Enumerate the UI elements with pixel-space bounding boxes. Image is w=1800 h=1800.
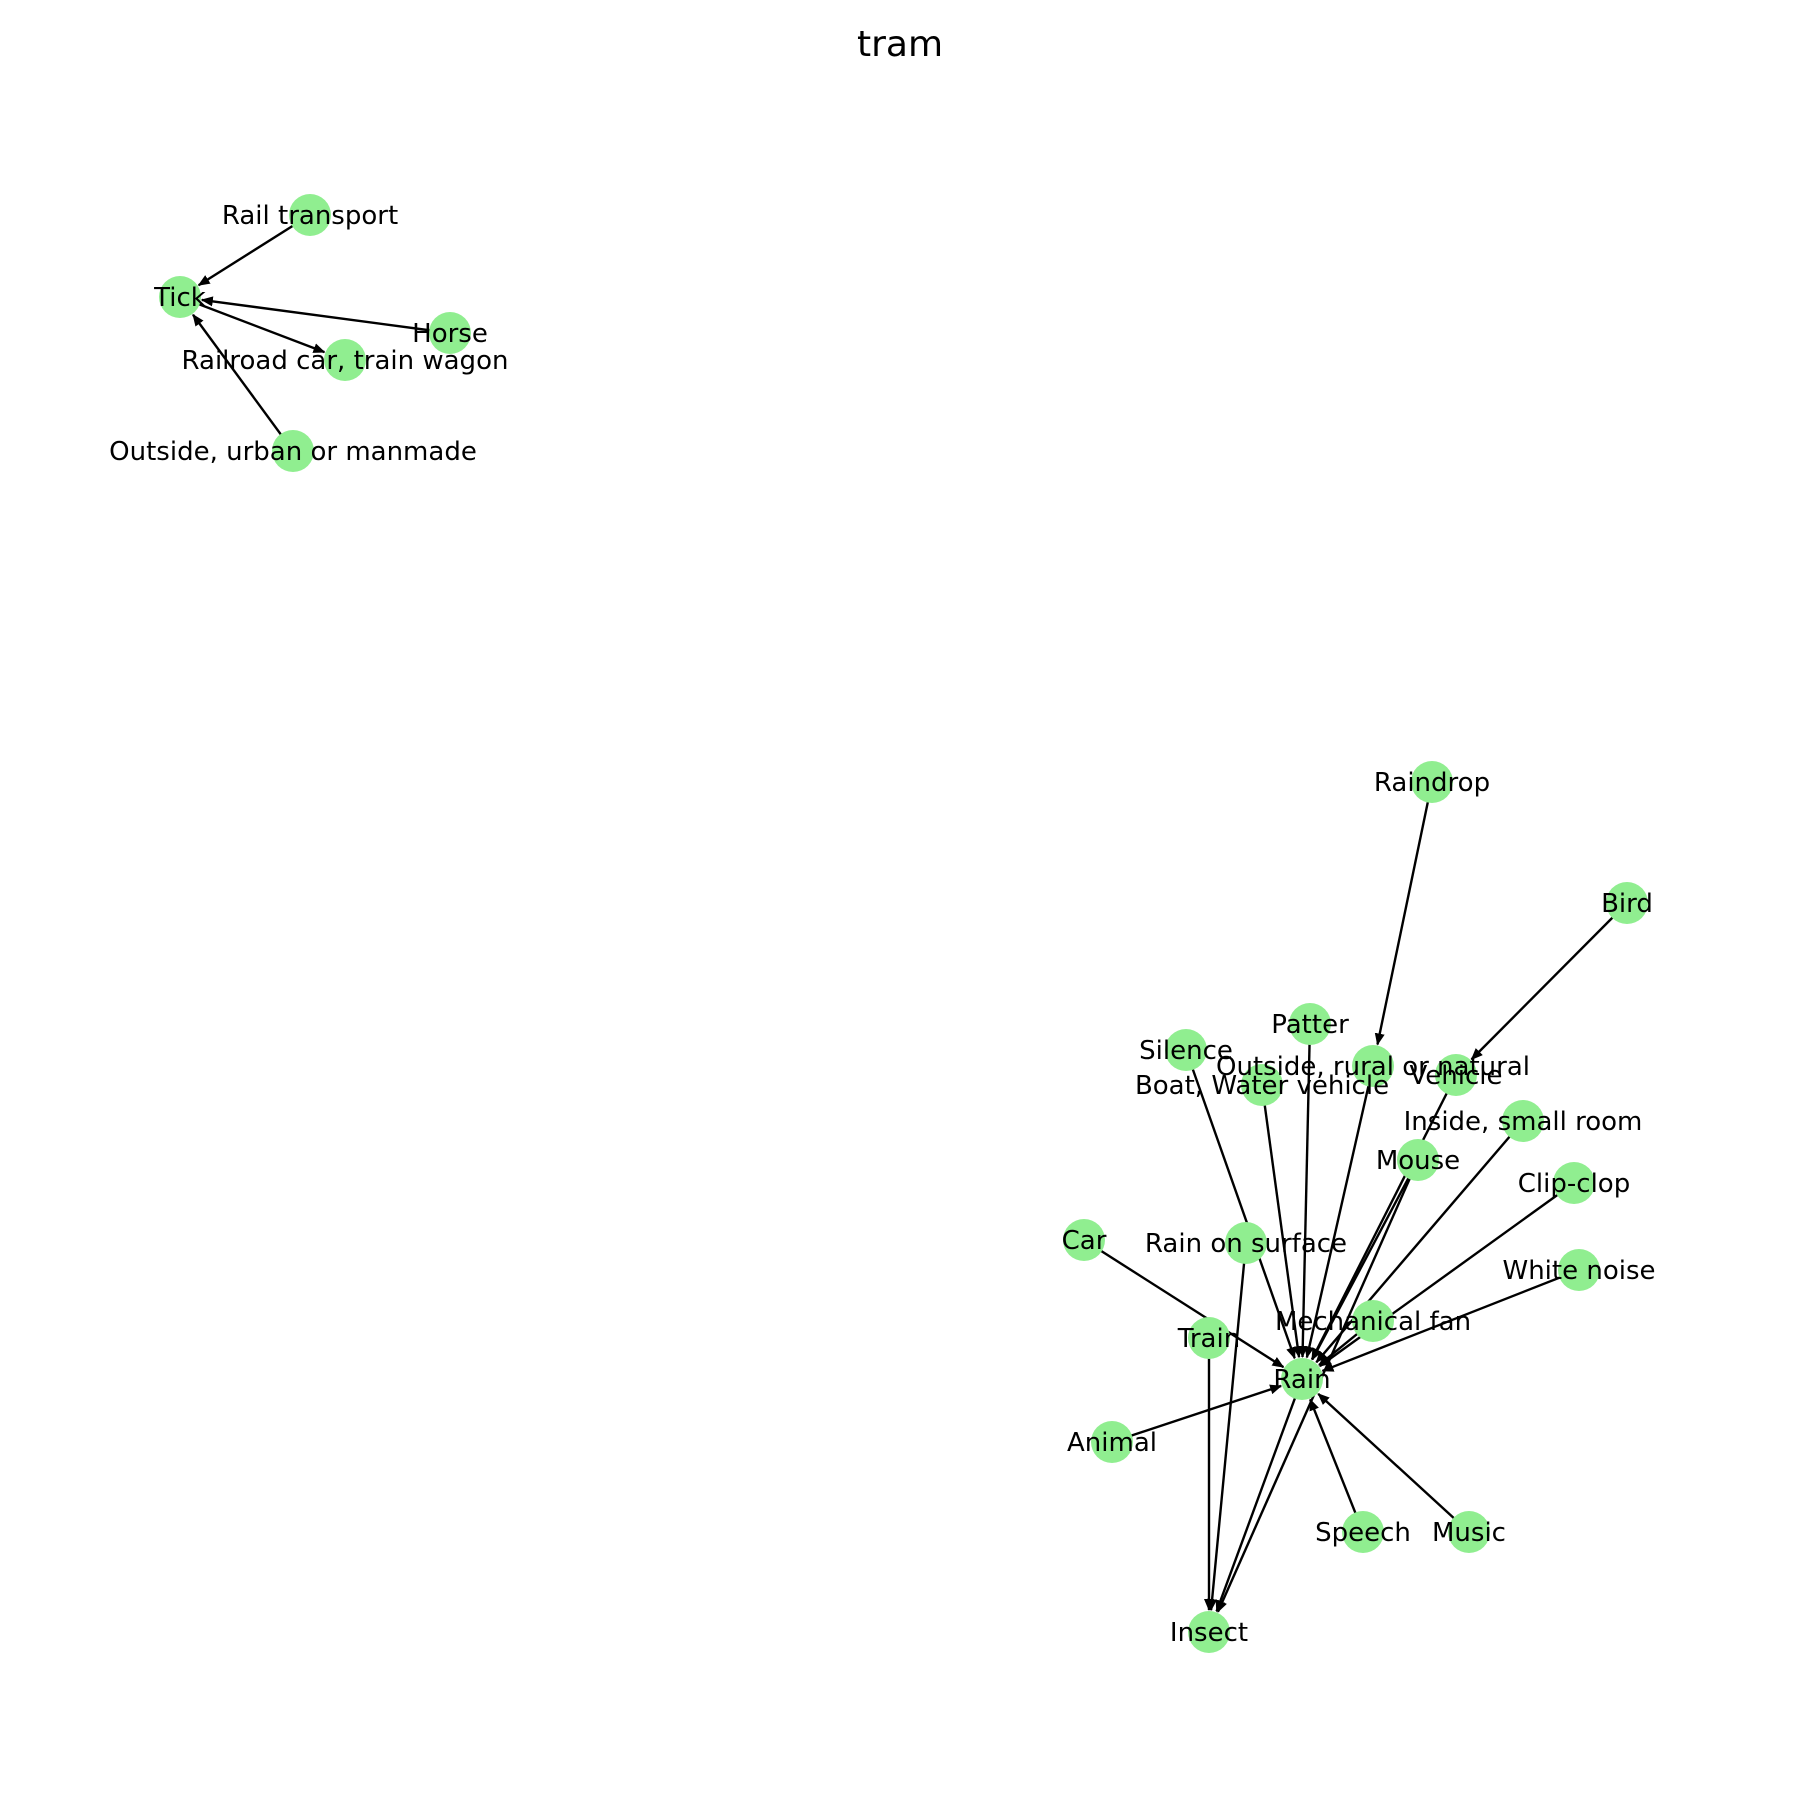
node-boat [1241,1064,1283,1106]
edge-music-to-rain [1317,1392,1470,1533]
node-label-mechanical_fan: Mechanical fan [1275,1307,1471,1337]
node-clip_clop [1553,1162,1595,1204]
edge-horse-to-tick [200,296,451,335]
node-label-rain_on_surface: Rain on surface [1145,1229,1347,1259]
node-mouse [1397,1139,1439,1181]
graph-title: tram [857,24,943,65]
node-tick [159,276,201,318]
edge-raindrop-to-outside_rural [1374,781,1434,1046]
node-label-mouse: Mouse [1376,1146,1460,1176]
edge-vehicle-to-rain [1310,1074,1458,1361]
node-silence [1165,1029,1207,1071]
edge-rail_transport-to-tick [197,213,311,287]
node-rail_transport [289,194,331,236]
node-rain_on_surface [1225,1222,1267,1264]
node-mechanical_fan [1352,1300,1394,1342]
node-outside_urban [272,430,314,472]
node-label-rail_transport: Rail transport [222,201,398,231]
edge-patter-to-rain [1297,1023,1312,1359]
edge-speech-to-rain [1309,1398,1365,1533]
node-railroad_car [324,339,366,381]
node-label-outside_rural: Outside, rural or natural [1216,1052,1530,1082]
node-music [1448,1511,1490,1553]
edge-outside_rural-to-rain [1304,1065,1375,1359]
node-label-clip_clop: Clip-clop [1518,1169,1630,1199]
node-label-horse: Horse [412,319,488,349]
node-label-tick: Tick [153,283,206,313]
edge-tick-to-railroad_car [179,295,326,354]
node-label-patter: Patter [1271,1010,1349,1040]
node-label-rain: Rain [1273,1365,1330,1395]
nodes-layer [159,194,1648,1653]
node-patter [1289,1003,1331,1045]
node-label-bird: Bird [1601,889,1653,919]
node-train [1188,1317,1230,1359]
node-insect [1188,1611,1230,1653]
node-label-railroad_car: Railroad car, train wagon [182,346,509,376]
edge-animal-to-rain [1111,1384,1283,1444]
edge-rain_on_surface-to-insect [1207,1242,1248,1612]
node-label-train: Train [1177,1324,1240,1354]
edges-layer [179,213,1628,1613]
node-label-raindrop: Raindrop [1374,768,1490,798]
node-label-silence: Silence [1139,1036,1233,1066]
node-horse [429,312,471,354]
node-label-white_noise: White noise [1502,1256,1655,1286]
node-label-inside_small_room: Inside, small room [1404,1107,1643,1137]
node-label-vehicle: Vehicle [1410,1061,1503,1091]
edge-white_noise-to-rain [1321,1268,1580,1373]
node-vehicle [1435,1054,1477,1096]
node-raindrop [1411,761,1453,803]
node-animal [1091,1421,1133,1463]
edge-outside_urban-to-tick [192,313,294,452]
node-speech [1342,1511,1384,1553]
node-label-speech: Speech [1315,1518,1411,1548]
node-bird [1606,882,1648,924]
node-white_noise [1558,1249,1600,1291]
node-label-animal: Animal [1067,1428,1157,1458]
node-label-car: Car [1062,1226,1107,1256]
node-label-music: Music [1432,1518,1506,1548]
edge-mouse-to-rain [1311,1159,1420,1361]
node-label-insect: Insect [1170,1618,1248,1648]
node-inside_small_room [1502,1100,1544,1142]
node-car [1063,1219,1105,1261]
edge-car-to-rain [1083,1238,1285,1369]
node-label-outside_urban: Outside, urban or manmade [109,437,477,467]
node-label-boat: Boat, Water vehicle [1135,1071,1389,1101]
edge-silence-to-rain [1184,1049,1296,1360]
edge-boat-to-rain [1260,1084,1303,1359]
edge-bird-to-vehicle [1470,902,1628,1061]
edge-inside_small_room-to-rain [1315,1120,1524,1364]
node-rain [1281,1358,1323,1400]
edge-rain-to-insect [1215,1378,1304,1613]
node-outside_rural [1352,1045,1394,1087]
